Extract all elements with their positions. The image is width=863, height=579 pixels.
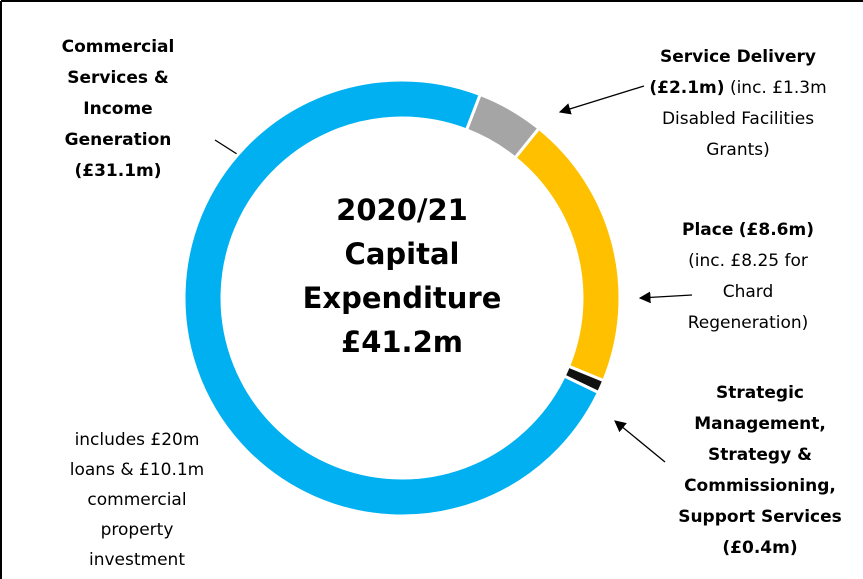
segment-label: Strategic Management, Strategy & Commiss… — [668, 378, 852, 564]
value-label: (£2.1m) — [649, 78, 725, 98]
value-label: (£0.4m) — [722, 538, 798, 558]
note: (inc. £1.3m Disabled Facilities Grants) — [661, 78, 827, 160]
arrow — [614, 420, 666, 463]
donut-segment — [182, 78, 601, 518]
category-name: Strategic Management, Strategy & Commiss… — [678, 383, 842, 527]
segment-label: Commercial Services & Income Generation … — [43, 32, 193, 187]
note: (inc. £8.25 for Chard Regeneration) — [687, 251, 809, 333]
arrow — [558, 85, 645, 115]
segment-label: Place (£8.6m) (inc. £8.25 for Chard Rege… — [673, 215, 823, 339]
category-name: Commercial Services & Income Generation — [61, 37, 175, 150]
category-name: Service Delivery — [660, 47, 816, 67]
center-title: 2020/21 Capital Expenditure £41.2m — [302, 193, 502, 359]
donut-segment — [512, 126, 622, 383]
note: includes £20m loans & £10.1m commercial … — [69, 430, 205, 570]
category-name: Place — [682, 220, 734, 240]
value-label: (£31.1m) — [74, 161, 162, 181]
arrow — [638, 291, 693, 304]
segment-label: Service Delivery (£2.1m) (inc. £1.3m Dis… — [643, 42, 833, 166]
value-label: (£8.6m) — [738, 220, 814, 240]
